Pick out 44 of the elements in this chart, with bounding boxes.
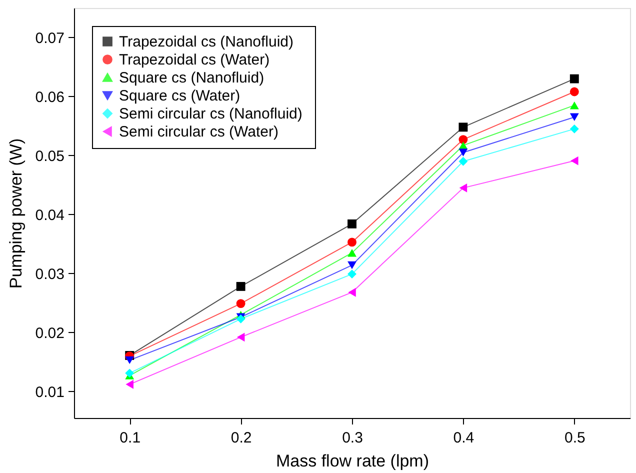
y-tick-label: 0.06 (35, 88, 64, 106)
x-tick-label: 0.4 (453, 430, 474, 446)
y-tick-label: 0.03 (35, 266, 64, 283)
legend-label: Square cs (Nanofluid) (119, 70, 264, 86)
point (348, 238, 356, 247)
point (125, 368, 134, 378)
point (458, 135, 468, 144)
point (125, 356, 134, 364)
legend-label: Semi circular cs (Nanofluid) (119, 106, 302, 122)
y-tick-label: 0.01 (35, 384, 64, 401)
point (458, 156, 468, 166)
legend-label: Square cs (Water) (119, 88, 240, 104)
point (348, 248, 356, 257)
legend-label: Trapezoidal cs (Nanofluid) (119, 34, 294, 50)
y-tick-label: 0.02 (35, 324, 64, 342)
legend-label: Semi circular cs (Water) (119, 124, 278, 140)
point (459, 183, 468, 192)
x-tick-label: 0.2 (230, 430, 252, 446)
x-tick-label: 0.3 (342, 430, 363, 446)
x-tick-label: 0.1 (120, 430, 141, 446)
point (236, 332, 245, 342)
y-axis-title: Pumping power (W) (6, 138, 26, 289)
x-axis-title: Mass flow rate (lpm) (276, 452, 430, 470)
legend-label: Trapezoidal cs (Water) (119, 52, 270, 68)
y-tick-label: 0.05 (35, 148, 64, 165)
point (458, 148, 468, 156)
point (126, 380, 134, 389)
point (570, 113, 579, 122)
x-tick-label: 0.5 (564, 430, 586, 446)
point (236, 282, 246, 291)
point (348, 288, 356, 297)
point (236, 299, 246, 308)
point (570, 74, 579, 84)
y-tick-label: 0.07 (35, 30, 64, 47)
point (570, 124, 579, 134)
point (458, 122, 468, 132)
point (348, 219, 356, 228)
point (570, 156, 578, 166)
point (236, 314, 246, 324)
point (570, 87, 579, 96)
y-tick-label: 0.04 (35, 206, 64, 224)
point (348, 270, 356, 279)
point (348, 261, 356, 270)
point (570, 101, 579, 110)
